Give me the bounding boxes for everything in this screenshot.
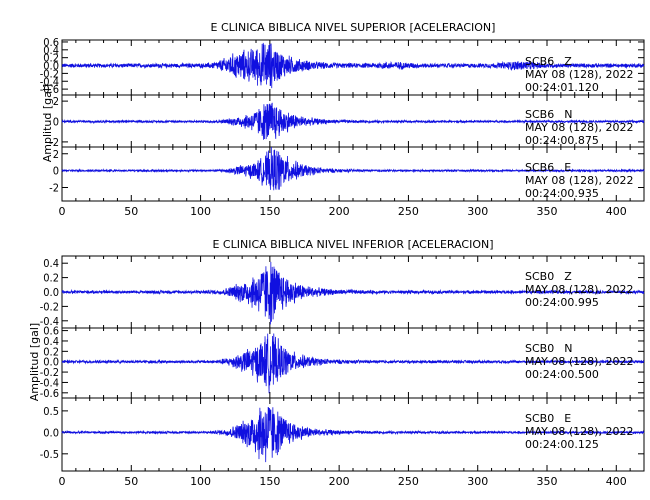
panel-info: SCB0 Z MAY 08 (128), 2022 00:24:00.995 <box>525 270 633 309</box>
panel-scb0-n: 0.60.40.20.0-0.2-0.4-0.6 SCB0 N MAY 08 (1… <box>40 325 645 400</box>
date-label: MAY 08 (128), 2022 <box>525 283 633 296</box>
x-axis-superior: 0 50 100 150 200 250 300 350 400 <box>59 205 627 218</box>
y-tick-label: -0.5 <box>40 448 59 461</box>
panel-info: SCB0 N MAY 08 (128), 2022 00:24:00.500 <box>525 342 633 381</box>
y-tick-label: 0.0 <box>43 356 59 369</box>
y-tick-label: -2 <box>49 136 59 149</box>
panel-scb6-z: 0.60.40.20.0-0.2-0.4-0.6 SCB6 Z MAY 08 (1… <box>40 36 645 96</box>
y-tick-label: 0.6 <box>43 36 59 49</box>
x-axis-inferior: 0 50 100 150 200 250 300 350 400 <box>59 475 627 488</box>
station-label: SCB0 N <box>525 342 572 355</box>
chart-title-superior: E CLINICA BIBLICA NIVEL SUPERIOR [ACELER… <box>211 21 496 34</box>
time-label: 00:24:00.125 <box>525 438 599 451</box>
panel-scb6-e: 2 0 -2 SCB6 E MAY 08 (128), 2022 00:24:00.9… <box>49 146 645 202</box>
date-label: MAY 08 (128), 2022 <box>525 121 633 134</box>
station-label: SCB0 Z <box>525 270 572 283</box>
x-tick-label: 250 <box>398 475 419 488</box>
x-tick-label: 50 <box>124 205 138 218</box>
station-label: SCB6 E <box>525 161 571 174</box>
y-tick-label: -0.2 <box>40 366 59 379</box>
panel-scb0-e: 0.5 0.0 -0.5 SCB0 E MAY 08 (128), 2022 00:2… <box>40 397 645 472</box>
panel-ticks: 0.60.40.20.0-0.2-0.4-0.6 <box>40 325 645 400</box>
y-tick-label: 0.4 <box>43 44 59 57</box>
station-label: SCB0 E <box>525 412 571 425</box>
time-label: 00:24:01.120 <box>525 81 599 94</box>
y-tick-label: 2 <box>53 95 59 108</box>
y-tick-label: 0 <box>53 165 59 178</box>
trace-scb0-e <box>61 407 645 463</box>
panel-scb0-z: 0.4 0.20.0-0.2 -0.4 SCB0 Z MAY 08 (128), 20… <box>40 255 645 329</box>
y-tick-label: -0.2 <box>40 300 59 313</box>
x-tick-label: 100 <box>190 475 211 488</box>
panel-ticks: 0.5 0.0 -0.5 <box>40 398 645 471</box>
y-tick-label: -0.6 <box>40 83 59 96</box>
trace-scb6-z <box>61 42 645 89</box>
y-tick-label: 0.2 <box>43 345 59 358</box>
time-label: 00:24:00.995 <box>525 296 599 309</box>
chart-group-superior: E CLINICA BIBLICA NIVEL SUPERIOR [ACELER… <box>40 21 645 218</box>
panel-info: SCB6 Z MAY 08 (128), 2022 00:24:01.120 <box>525 55 633 94</box>
trace-scb6-n <box>61 102 645 140</box>
x-tick-label: 0 <box>59 475 66 488</box>
x-tick-label: 200 <box>329 205 350 218</box>
y-tick-label: 0.4 <box>43 257 59 270</box>
panel-info: SCB6 E MAY 08 (128), 2022 00:24:00.935 <box>525 161 633 200</box>
y-tick-label: 0.2 <box>43 52 59 65</box>
y-tick-label: 0.6 <box>43 325 59 338</box>
x-tick-label: 350 <box>537 475 558 488</box>
y-tick-label: 0.2 <box>43 272 59 285</box>
y-tick-label: 0 <box>53 116 59 129</box>
x-tick-label: 50 <box>124 475 138 488</box>
panel-ticks: 0.60.40.20.0-0.2-0.4-0.6 <box>40 36 645 96</box>
y-tick-label: 2 <box>53 148 59 161</box>
x-tick-label: 250 <box>398 205 419 218</box>
panel-ticks: 2 0 -2 <box>49 147 645 201</box>
y-axis-label-inferior: Amplitud [gal] <box>28 323 41 401</box>
x-tick-label: 300 <box>467 475 488 488</box>
y-tick-label: 0.4 <box>43 335 59 348</box>
y-tick-label: 0.0 <box>43 286 59 299</box>
date-label: MAY 08 (128), 2022 <box>525 355 633 368</box>
date-label: MAY 08 (128), 2022 <box>525 174 633 187</box>
station-label: SCB6 Z <box>525 55 572 68</box>
trace-scb6-e <box>61 146 645 191</box>
trace-scb0-z <box>61 261 645 325</box>
time-label: 00:24:00.935 <box>525 187 599 200</box>
time-label: 00:24:00.875 <box>525 134 599 147</box>
y-tick-label: -0.4 <box>40 376 59 389</box>
x-tick-label: 400 <box>606 475 627 488</box>
x-tick-label: 0 <box>59 205 66 218</box>
x-tick-label: 350 <box>537 205 558 218</box>
y-axis-label-superior: Amplitud [gal] <box>41 84 54 162</box>
x-tick-label: 300 <box>467 205 488 218</box>
trace-scb0-n <box>61 333 645 394</box>
y-tick-label: -2 <box>49 182 59 195</box>
date-label: MAY 08 (128), 2022 <box>525 425 633 438</box>
y-tick-label: 0.5 <box>43 405 59 418</box>
y-tick-label: -0.4 <box>40 75 59 88</box>
x-tick-label: 150 <box>259 475 280 488</box>
x-tick-label: 200 <box>329 475 350 488</box>
y-tick-label: 0.0 <box>43 60 59 73</box>
y-tick-label: -0.2 <box>40 67 59 80</box>
chart-group-inferior: E CLINICA BIBLICA NIVEL INFERIOR [ACELER… <box>28 238 645 488</box>
panel-info: SCB6 N MAY 08 (128), 2022 00:24:00.875 <box>525 108 633 147</box>
x-tick-label: 150 <box>259 205 280 218</box>
x-tick-label: 100 <box>190 205 211 218</box>
station-label: SCB6 N <box>525 108 572 121</box>
y-tick-label: 0.0 <box>43 426 59 439</box>
panel-info: SCB0 E MAY 08 (128), 2022 00:24:00.125 <box>525 412 633 451</box>
panel-scb6-n: 2 0 -2 SCB6 N MAY 08 (128), 2022 00:24:00.8… <box>49 94 645 149</box>
x-tick-label: 400 <box>606 205 627 218</box>
y-tick-label: -0.6 <box>40 387 59 400</box>
time-label: 00:24:00.500 <box>525 368 599 381</box>
chart-title-inferior: E CLINICA BIBLICA NIVEL INFERIOR [ACELER… <box>212 238 493 251</box>
date-label: MAY 08 (128), 2022 <box>525 68 633 81</box>
y-tick-label: -0.4 <box>40 315 59 328</box>
